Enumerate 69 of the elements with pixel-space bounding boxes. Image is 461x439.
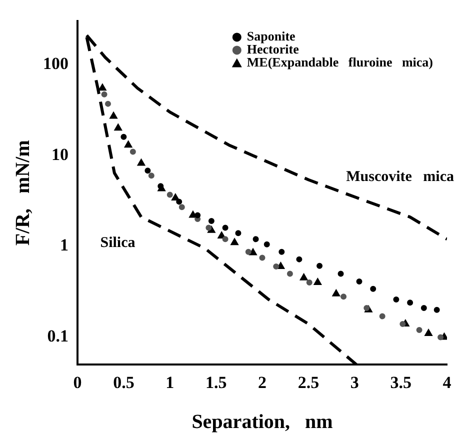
- point: [296, 256, 302, 262]
- y-tick-label: 0.1: [47, 326, 68, 346]
- legend-label: ME(Expandable fluroine mica): [246, 54, 434, 70]
- point: [434, 306, 440, 313]
- point: [166, 192, 173, 198]
- x-tick-label: 0.5: [113, 373, 134, 392]
- point: [420, 304, 427, 311]
- point: [252, 236, 259, 242]
- point: [137, 158, 146, 166]
- x-tick-label: 1.5: [205, 373, 227, 392]
- x-tick-label: 4: [442, 373, 452, 392]
- point: [222, 236, 228, 242]
- point: [407, 300, 414, 306]
- point: [364, 304, 370, 311]
- x-tick-label: 0: [73, 373, 82, 392]
- point: [314, 278, 322, 286]
- point: [306, 280, 312, 286]
- point: [148, 172, 154, 179]
- y-axis-title: F/R, mN/m: [12, 140, 34, 246]
- x-tick-label: 1: [166, 373, 174, 392]
- y-tick-label: 10: [52, 144, 68, 164]
- point: [438, 334, 444, 340]
- point: [332, 289, 340, 296]
- point: [393, 296, 400, 303]
- x-tick-label: 2.5: [298, 373, 320, 392]
- point: [208, 218, 214, 224]
- point: [120, 134, 127, 140]
- legend-label: Saponite: [246, 28, 296, 44]
- point: [222, 224, 228, 231]
- point: [171, 194, 180, 201]
- point: [101, 91, 108, 98]
- point: [379, 313, 386, 320]
- point: [114, 124, 122, 131]
- point: [300, 273, 308, 280]
- point: [273, 264, 280, 270]
- point: [370, 286, 376, 292]
- y-tick-label: 100: [43, 54, 68, 73]
- point: [124, 140, 132, 148]
- point: [235, 230, 242, 236]
- series-label: Muscovite mica: [346, 168, 454, 185]
- point: [245, 248, 252, 255]
- point: [400, 320, 406, 327]
- x-tick-label: 3.5: [390, 373, 412, 392]
- series-label: Silica: [100, 234, 136, 251]
- point: [249, 248, 257, 256]
- point: [356, 278, 362, 285]
- point: [424, 328, 432, 336]
- point: [98, 84, 106, 91]
- point: [176, 198, 182, 205]
- point: [278, 248, 285, 255]
- y-tick-label: 1: [60, 236, 68, 255]
- x-tick-label: 2: [258, 373, 266, 392]
- point: [110, 112, 118, 119]
- point: [230, 238, 238, 246]
- point: [104, 100, 111, 107]
- point: [286, 270, 293, 277]
- point: [194, 212, 201, 218]
- point: [206, 224, 212, 231]
- point: [178, 204, 185, 210]
- point: [264, 241, 270, 248]
- point: [144, 168, 151, 174]
- point: [416, 327, 422, 334]
- x-axis-title: Separation, nm: [192, 411, 334, 434]
- point: [340, 294, 347, 300]
- point: [338, 270, 344, 277]
- point: [259, 254, 266, 261]
- point: [130, 148, 136, 155]
- point: [316, 262, 323, 269]
- x-tick-label: 3: [350, 373, 359, 392]
